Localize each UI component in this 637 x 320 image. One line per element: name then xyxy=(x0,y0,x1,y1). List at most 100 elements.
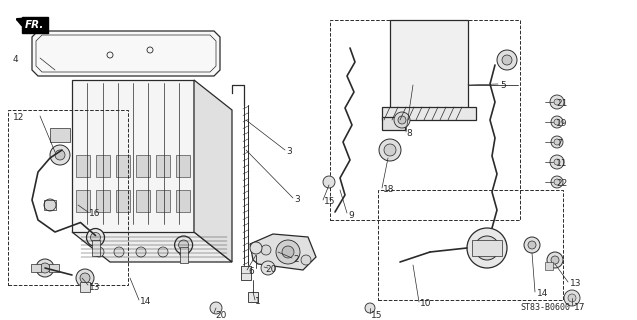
Bar xyxy=(378,190,563,300)
Circle shape xyxy=(136,247,146,257)
Circle shape xyxy=(551,116,563,128)
Circle shape xyxy=(76,269,94,287)
Text: 16: 16 xyxy=(89,210,101,219)
Text: 4: 4 xyxy=(13,55,18,65)
Bar xyxy=(248,292,258,302)
Circle shape xyxy=(524,237,540,253)
Bar xyxy=(31,264,41,272)
Circle shape xyxy=(403,72,423,92)
Circle shape xyxy=(568,294,576,302)
Circle shape xyxy=(554,159,560,165)
Circle shape xyxy=(36,259,54,277)
Bar xyxy=(180,247,188,263)
Circle shape xyxy=(528,241,536,249)
Circle shape xyxy=(398,116,406,124)
Circle shape xyxy=(261,245,271,255)
Text: 11: 11 xyxy=(556,159,568,169)
Circle shape xyxy=(323,176,335,188)
Text: 3: 3 xyxy=(294,196,300,204)
Circle shape xyxy=(87,228,104,246)
Text: 1: 1 xyxy=(255,298,261,307)
Bar xyxy=(50,128,70,142)
Text: 20: 20 xyxy=(215,310,226,319)
Text: 8: 8 xyxy=(406,130,412,139)
Circle shape xyxy=(550,95,564,109)
Circle shape xyxy=(502,55,512,65)
Circle shape xyxy=(282,246,294,258)
Circle shape xyxy=(365,303,375,313)
Bar xyxy=(156,155,170,177)
Circle shape xyxy=(554,99,560,105)
Circle shape xyxy=(379,139,401,161)
Text: 12: 12 xyxy=(13,114,24,123)
Text: 15: 15 xyxy=(324,197,336,206)
Circle shape xyxy=(384,144,396,156)
Text: 14: 14 xyxy=(537,290,548,299)
Circle shape xyxy=(550,155,564,169)
Circle shape xyxy=(497,50,517,70)
Circle shape xyxy=(175,236,192,254)
Text: 9: 9 xyxy=(348,211,354,220)
Bar xyxy=(44,200,56,210)
Text: 13: 13 xyxy=(570,279,582,289)
Polygon shape xyxy=(382,107,476,120)
Circle shape xyxy=(554,139,560,145)
Circle shape xyxy=(551,176,563,188)
Bar xyxy=(330,20,520,220)
Circle shape xyxy=(210,302,222,314)
Text: 5: 5 xyxy=(500,82,506,91)
Circle shape xyxy=(179,247,189,257)
Text: 7: 7 xyxy=(556,140,562,148)
Text: FR.: FR. xyxy=(25,20,45,30)
Text: 17: 17 xyxy=(574,302,585,311)
Circle shape xyxy=(481,242,493,254)
Circle shape xyxy=(551,136,563,148)
Bar xyxy=(76,190,90,212)
Text: 14: 14 xyxy=(140,298,152,307)
Bar xyxy=(116,190,130,212)
Bar xyxy=(136,190,150,212)
Polygon shape xyxy=(194,80,232,262)
Bar xyxy=(49,264,59,272)
Bar xyxy=(176,155,190,177)
Circle shape xyxy=(261,261,275,275)
Polygon shape xyxy=(72,232,232,262)
Bar xyxy=(8,110,128,285)
Bar xyxy=(96,155,110,177)
Bar xyxy=(136,155,150,177)
Circle shape xyxy=(90,233,101,243)
Circle shape xyxy=(94,247,104,257)
Circle shape xyxy=(467,228,507,268)
Text: 18: 18 xyxy=(383,186,394,195)
Circle shape xyxy=(114,247,124,257)
Text: 3: 3 xyxy=(286,148,292,156)
Bar xyxy=(92,239,99,255)
Bar xyxy=(76,155,90,177)
Text: 6: 6 xyxy=(248,268,254,276)
Circle shape xyxy=(40,263,50,273)
Bar xyxy=(545,262,553,270)
Circle shape xyxy=(554,119,560,125)
Text: 20: 20 xyxy=(265,265,276,274)
Circle shape xyxy=(276,240,300,264)
Circle shape xyxy=(80,273,90,283)
Text: 2: 2 xyxy=(293,255,299,265)
Text: 10: 10 xyxy=(420,300,431,308)
Bar xyxy=(116,155,130,177)
Circle shape xyxy=(475,236,499,260)
Text: ST83-B0600: ST83-B0600 xyxy=(520,303,570,312)
Circle shape xyxy=(250,242,262,254)
Circle shape xyxy=(44,199,56,211)
Circle shape xyxy=(564,290,580,306)
Circle shape xyxy=(547,252,563,268)
Polygon shape xyxy=(390,20,468,110)
Polygon shape xyxy=(32,31,220,76)
Circle shape xyxy=(158,247,168,257)
Circle shape xyxy=(301,255,311,265)
Circle shape xyxy=(408,77,418,87)
Polygon shape xyxy=(250,234,316,270)
Bar xyxy=(176,190,190,212)
Text: 13: 13 xyxy=(89,283,101,292)
Polygon shape xyxy=(72,80,194,232)
Circle shape xyxy=(551,256,559,264)
